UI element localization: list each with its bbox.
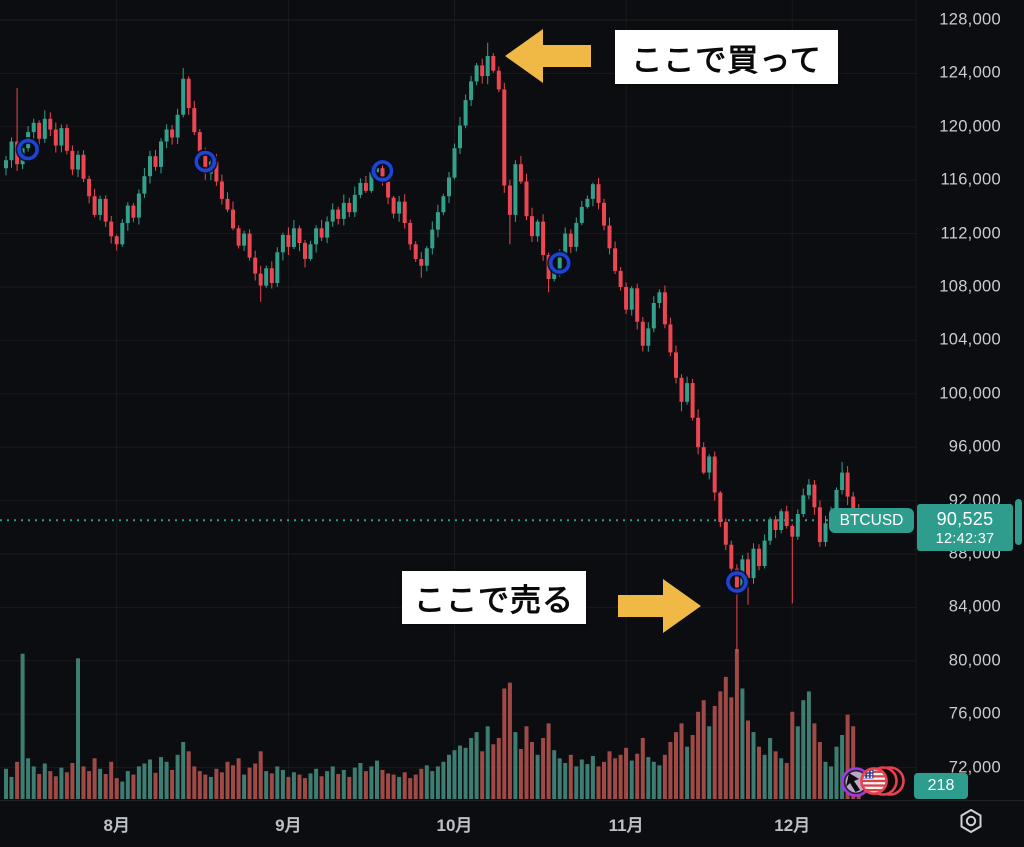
time-tick-label: 9月 bbox=[275, 816, 302, 835]
price-tick-label: 112,000 bbox=[940, 224, 1001, 243]
price-tick-label: 108,000 bbox=[939, 277, 1001, 296]
volume-value-badge: 218 bbox=[914, 773, 968, 799]
buy-arrow-icon bbox=[505, 29, 591, 83]
price-scale-handle[interactable] bbox=[1015, 499, 1022, 545]
time-tick-label: 12月 bbox=[774, 816, 811, 835]
annotation-arrows[interactable] bbox=[505, 29, 701, 633]
price-tick-label: 72,000 bbox=[948, 758, 1001, 777]
sell-arrow-icon bbox=[618, 579, 701, 633]
volume-value: 218 bbox=[927, 777, 955, 794]
gear-center bbox=[965, 815, 977, 827]
price-tick-label: 100,000 bbox=[939, 384, 1001, 403]
volume-layer bbox=[4, 649, 861, 799]
us-flag-ring bbox=[860, 767, 888, 795]
time-tick-label: 10月 bbox=[436, 816, 473, 835]
price-tick-label: 76,000 bbox=[948, 704, 1001, 723]
buy-annotation-box[interactable]: ここで買って bbox=[615, 30, 838, 84]
grid-layer bbox=[0, 0, 917, 800]
price-tick-label: 116,000 bbox=[940, 170, 1001, 189]
event-marker-layer bbox=[15, 137, 750, 595]
scales-settings-button[interactable] bbox=[951, 803, 991, 843]
price-tick-label: 124,000 bbox=[939, 63, 1001, 82]
bar-countdown: 12:42:37 bbox=[935, 530, 995, 547]
price-tick-label: 96,000 bbox=[948, 437, 1001, 456]
time-tick-label: 8月 bbox=[103, 816, 130, 835]
current-price-value: 90,525 bbox=[936, 508, 994, 529]
sell-annotation-text: ここで売る bbox=[414, 583, 574, 618]
sell-annotation-box[interactable]: ここで売る bbox=[402, 571, 586, 624]
time-axis-separator bbox=[0, 800, 1024, 801]
crypto-badge-glyph bbox=[846, 773, 860, 792]
gear-icon bbox=[960, 809, 982, 833]
candle-layer bbox=[4, 42, 861, 653]
price-tick-label: 80,000 bbox=[948, 651, 1001, 670]
symbol-price-tag: BTCUSD bbox=[829, 508, 914, 533]
price-tick-label: 120,000 bbox=[939, 117, 1001, 136]
price-tick-label: 128,000 bbox=[939, 10, 1001, 29]
buy-annotation-text: ここで買って bbox=[631, 42, 822, 78]
time-tick-label: 11月 bbox=[608, 816, 644, 835]
symbol-label: BTCUSD bbox=[839, 511, 904, 529]
price-tick-label: 104,000 bbox=[939, 330, 1001, 349]
price-tick-label: 84,000 bbox=[948, 597, 1001, 616]
current-price-label: 90,525 12:42:37 bbox=[917, 504, 1013, 551]
instrument-flags-icon[interactable] bbox=[836, 760, 914, 804]
